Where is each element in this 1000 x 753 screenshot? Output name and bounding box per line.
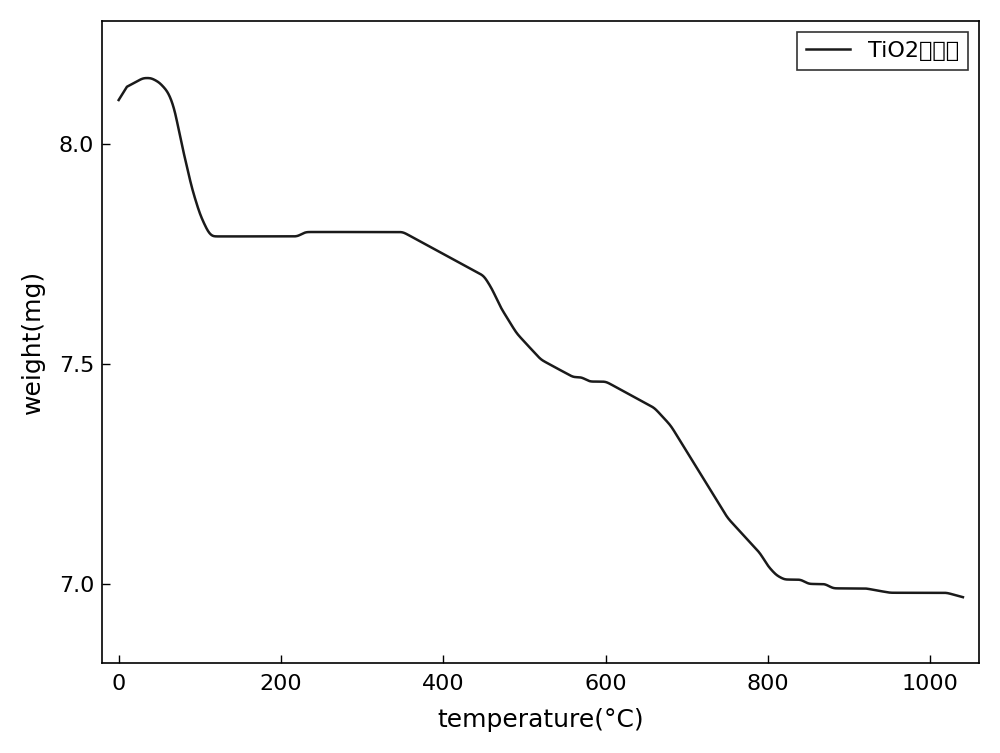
Y-axis label: weight(mg): weight(mg) <box>21 270 45 414</box>
X-axis label: temperature(°C): temperature(°C) <box>437 708 644 732</box>
Legend: TiO2前驱体: TiO2前驱体 <box>797 32 968 70</box>
